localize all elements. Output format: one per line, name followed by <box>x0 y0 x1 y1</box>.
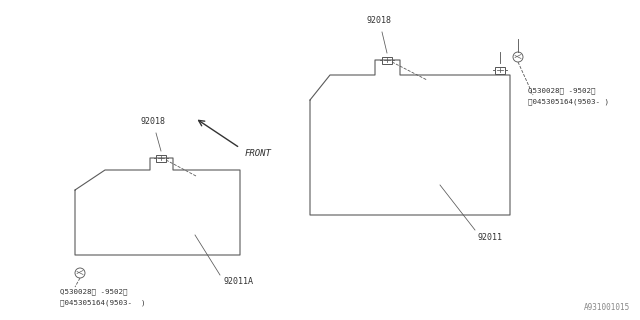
Text: Ⓢ045305164(9503- ): Ⓢ045305164(9503- ) <box>528 98 609 105</box>
Text: 92011: 92011 <box>478 233 503 242</box>
Text: 92018: 92018 <box>141 117 166 126</box>
Text: 92011A: 92011A <box>223 277 253 286</box>
Bar <box>156 155 166 162</box>
Text: 92018: 92018 <box>367 16 392 25</box>
Text: Q530028〈 -9502〉: Q530028〈 -9502〉 <box>528 87 595 94</box>
Bar <box>382 57 392 63</box>
Bar <box>495 67 505 74</box>
Text: Q530028〈 -9502〉: Q530028〈 -9502〉 <box>60 288 127 295</box>
Text: FRONT: FRONT <box>245 148 272 157</box>
Text: Ⓢ045305164(9503-  ): Ⓢ045305164(9503- ) <box>60 299 145 306</box>
Text: A931001015: A931001015 <box>584 303 630 312</box>
